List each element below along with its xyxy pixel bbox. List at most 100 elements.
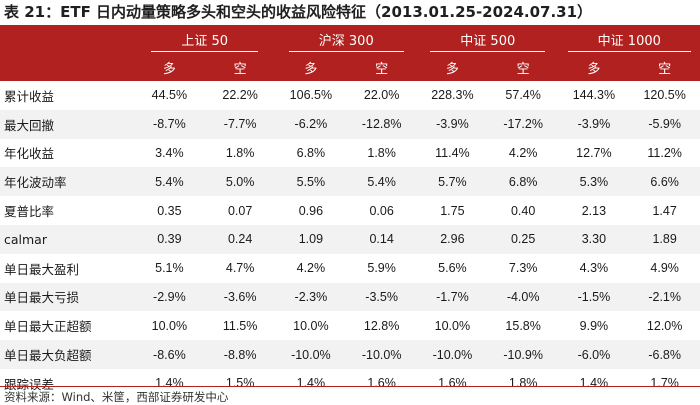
table-cell: 2.96 xyxy=(417,224,488,254)
table-cell: 22.0% xyxy=(346,81,418,110)
table-cell: 5.4% xyxy=(134,167,205,197)
row-label: 单日最大亏损 xyxy=(0,282,134,312)
table-cell: -8.7% xyxy=(134,109,205,139)
table-cell: 4.3% xyxy=(558,253,630,283)
table-cell: 9.9% xyxy=(558,311,630,341)
header-sub-row: 多 空 多 空 多 空 多 空 xyxy=(0,54,700,81)
table-cell: 11.5% xyxy=(204,311,276,341)
table-cell: 12.7% xyxy=(558,138,630,168)
row-label: 累计收益 xyxy=(0,81,134,110)
table-row: 最大回撤 -8.7% -7.7% -6.2% -12.8% -3.9% -17.2% -3.9… xyxy=(0,109,700,139)
table-cell: 0.07 xyxy=(204,196,276,225)
table-header: 上证 50 沪深 300 中证 500 中证 1000 多 空 多 空 多 空 … xyxy=(0,27,700,81)
table-cell: -10.9% xyxy=(487,340,559,369)
table-row: 跟踪误差 1.4% 1.5% 1.4% 1.6% 1.6% 1.8% 1.4% 1.7% xyxy=(0,368,700,398)
table-cell: 6.6% xyxy=(629,167,700,197)
table-cell: -10.0% xyxy=(275,340,347,369)
group-label: 中证 500 xyxy=(430,30,546,52)
group-label: 沪深 300 xyxy=(288,30,404,52)
table-row: 年化收益 3.4% 1.8% 6.8% 1.8% 11.4% 4.2% 12.7% 11.2% xyxy=(0,138,700,168)
table-cell: 3.4% xyxy=(134,138,205,168)
table-cell: -4.0% xyxy=(487,282,559,312)
header-sub-cell: 空 xyxy=(487,54,559,81)
table-cell: -3.9% xyxy=(558,109,630,139)
header-group-sz50: 上证 50 xyxy=(134,27,276,54)
header-group-zz500: 中证 500 xyxy=(417,27,559,54)
table-cell: 1.4% xyxy=(558,368,630,398)
header-sub-cell: 空 xyxy=(629,54,700,81)
table-cell: 57.4% xyxy=(487,81,559,110)
table-cell: 0.24 xyxy=(204,224,276,254)
table-cell: 15.8% xyxy=(487,311,559,341)
table-row: 单日最大亏损 -2.9% -3.6% -2.3% -3.5% -1.7% -4.0% -1.5… xyxy=(0,282,700,312)
table-cell: 5.6% xyxy=(417,253,488,283)
table-cell: -8.8% xyxy=(204,340,276,369)
table-cell: 1.09 xyxy=(275,224,347,254)
table-cell: 12.0% xyxy=(629,311,700,341)
row-label: 单日最大负超额 xyxy=(0,340,134,369)
header-sub-cell: 多 xyxy=(275,54,347,81)
table-cell: -7.7% xyxy=(204,109,276,139)
table-cell: -2.9% xyxy=(134,282,205,312)
header-sub-cell: 多 xyxy=(134,54,205,81)
table-cell: -6.2% xyxy=(275,109,347,139)
table-cell: 10.0% xyxy=(417,311,488,341)
table-cell: 1.6% xyxy=(417,368,488,398)
header-group-row: 上证 50 沪深 300 中证 500 中证 1000 xyxy=(0,27,700,54)
row-label: calmar xyxy=(0,224,134,254)
table-cell: -3.6% xyxy=(204,282,276,312)
table-cell: 6.8% xyxy=(275,138,347,168)
table-cell: -2.3% xyxy=(275,282,347,312)
table-cell: -10.0% xyxy=(417,340,488,369)
table-row: 单日最大盈利 5.1% 4.7% 4.2% 5.9% 5.6% 7.3% 4.3% 4.9% xyxy=(0,253,700,283)
table-cell: 0.40 xyxy=(487,196,559,225)
table-cell: 1.47 xyxy=(629,196,700,225)
table-cell: 5.3% xyxy=(558,167,630,197)
table-cell: 228.3% xyxy=(417,81,488,110)
table-cell: 4.2% xyxy=(487,138,559,168)
header-sub-cell: 多 xyxy=(417,54,488,81)
table-row: 累计收益 44.5% 22.2% 106.5% 22.0% 228.3% 57.4% 144.… xyxy=(0,81,700,110)
table-cell: 11.4% xyxy=(417,138,488,168)
table-cell: 5.5% xyxy=(275,167,347,197)
table-cell: -8.6% xyxy=(134,340,205,369)
table-title: 表 21：ETF 日内动量策略多头和空头的收益风险特征（2013.01.25-2… xyxy=(4,3,593,21)
data-table: 上证 50 沪深 300 中证 500 中证 1000 多 空 多 空 多 空 … xyxy=(0,27,700,398)
table-cell: -12.8% xyxy=(346,109,418,139)
table-cell: 6.8% xyxy=(487,167,559,197)
title-divider xyxy=(0,25,700,27)
table-cell: 5.7% xyxy=(417,167,488,197)
table-cell: 0.39 xyxy=(134,224,205,254)
table-cell: -2.1% xyxy=(629,282,700,312)
header-group-zz1000: 中证 1000 xyxy=(558,27,700,54)
header-corner-sub xyxy=(0,54,134,81)
group-label: 上证 50 xyxy=(151,30,259,52)
table-cell: 3.30 xyxy=(558,224,630,254)
table-cell: 1.7% xyxy=(629,368,700,398)
table-cell: 106.5% xyxy=(275,81,347,110)
table-cell: 11.2% xyxy=(629,138,700,168)
table-row: 年化波动率 5.4% 5.0% 5.5% 5.4% 5.7% 6.8% 5.3% 6.6% xyxy=(0,167,700,197)
table-cell: 4.2% xyxy=(275,253,347,283)
table-cell: -17.2% xyxy=(487,109,559,139)
table-cell: -6.0% xyxy=(558,340,630,369)
table-row: 单日最大正超额 10.0% 11.5% 10.0% 12.8% 10.0% 15.8% 9.9… xyxy=(0,311,700,341)
table-cell: 1.8% xyxy=(487,368,559,398)
table-row: calmar 0.39 0.24 1.09 0.14 2.96 0.25 3.30 1.89 xyxy=(0,224,700,254)
row-label: 最大回撤 xyxy=(0,109,134,139)
table-cell: 1.4% xyxy=(275,368,347,398)
table-cell: 1.8% xyxy=(204,138,276,168)
table-cell: 1.75 xyxy=(417,196,488,225)
table-row: 夏普比率 0.35 0.07 0.96 0.06 1.75 0.40 2.13 1.47 xyxy=(0,196,700,225)
table-cell: 1.8% xyxy=(346,138,418,168)
table-cell: 0.25 xyxy=(487,224,559,254)
table-cell: 1.6% xyxy=(346,368,418,398)
table-cell: 5.9% xyxy=(346,253,418,283)
table-body: 累计收益 44.5% 22.2% 106.5% 22.0% 228.3% 57.4% 144.… xyxy=(0,81,700,398)
table-cell: 5.1% xyxy=(134,253,205,283)
table-cell: 12.8% xyxy=(346,311,418,341)
row-label: 跟踪误差 xyxy=(0,368,134,398)
table-cell: 44.5% xyxy=(134,81,205,110)
table-cell: 5.0% xyxy=(204,167,276,197)
table-cell: 22.2% xyxy=(204,81,276,110)
